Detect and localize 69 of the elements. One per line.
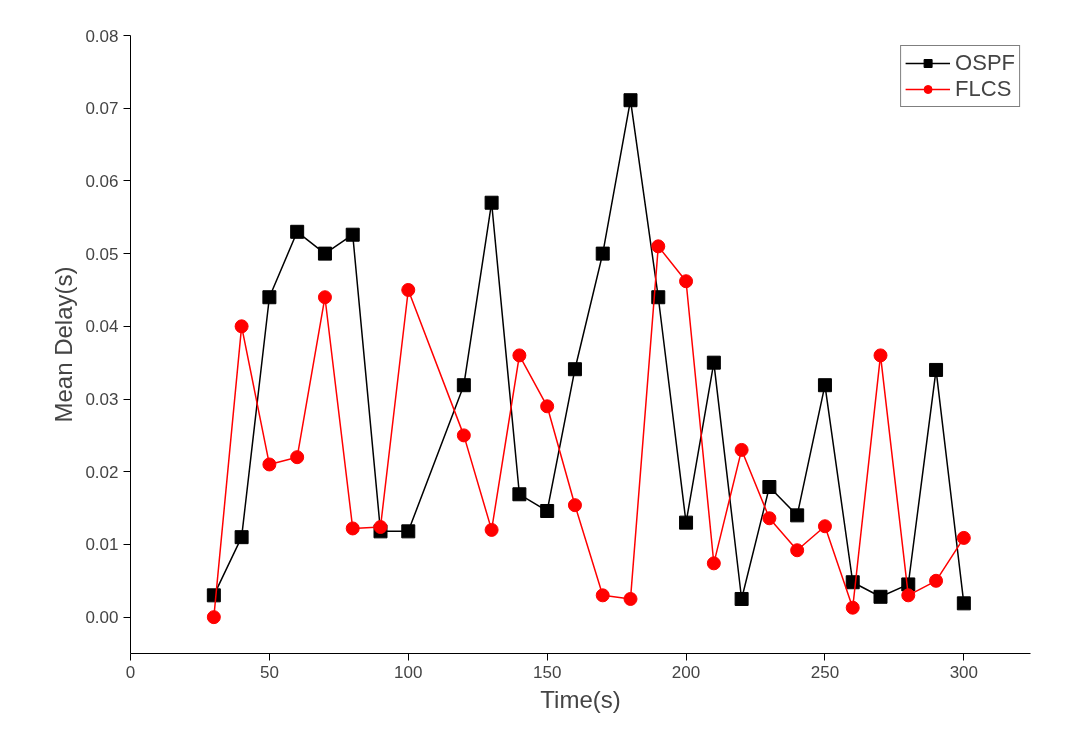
point: [456, 378, 471, 393]
point: [845, 600, 860, 615]
point: [762, 480, 777, 494]
y-tick-label: 0.03: [85, 390, 119, 410]
x-tick-label: 150: [532, 662, 562, 682]
point: [290, 224, 305, 239]
point: [317, 290, 332, 305]
point: [762, 511, 777, 526]
y-tick-label: 0.08: [85, 26, 119, 46]
point: [345, 227, 360, 242]
point: [734, 442, 749, 457]
y-tick-label: 0.00: [85, 608, 119, 628]
point: [345, 521, 360, 536]
y-tick-label: 0.07: [85, 99, 119, 119]
y-axis-title: Mean Delay(s): [50, 266, 78, 423]
point: [595, 588, 610, 603]
point: [540, 504, 555, 518]
point: [623, 93, 638, 108]
point: [206, 610, 221, 625]
point: [401, 282, 416, 297]
y-tick-label: 0.01: [85, 535, 119, 555]
point: [290, 450, 305, 465]
point: [790, 508, 805, 523]
point: [679, 515, 694, 530]
point: [567, 498, 582, 513]
point: [262, 290, 277, 305]
point: [651, 239, 666, 254]
point: [873, 589, 888, 604]
x-tick-label: 300: [949, 662, 979, 682]
point: [873, 348, 888, 363]
point: [929, 573, 944, 588]
point: [817, 519, 832, 534]
point: [262, 457, 277, 472]
point: [706, 556, 721, 571]
x-tick-label: 50: [259, 662, 279, 682]
point: [512, 487, 527, 502]
point: [540, 399, 555, 414]
point: [401, 524, 416, 539]
point: [484, 195, 499, 210]
point: [512, 348, 527, 363]
y-tick-label: 0.06: [85, 171, 119, 191]
x-tick-label: 250: [810, 662, 840, 682]
point: [790, 543, 805, 558]
y-tick-label: 0.02: [85, 462, 119, 482]
x-axis-title: Time(s): [540, 685, 621, 713]
x-tick-label: 200: [671, 662, 701, 682]
point: [484, 522, 499, 537]
point: [679, 274, 694, 289]
y-tick-label: 0.05: [85, 244, 119, 264]
point: [817, 378, 832, 393]
x-tick-label: 0: [125, 662, 136, 682]
point: [956, 596, 971, 611]
point: [456, 428, 471, 443]
x-tick-label: 100: [394, 662, 423, 682]
point: [595, 246, 610, 261]
point: [317, 246, 332, 261]
legend-label: FLCS: [955, 76, 1012, 102]
point: [734, 591, 749, 606]
point: [234, 530, 249, 545]
point: [706, 355, 721, 370]
point: [901, 588, 916, 603]
point: [956, 530, 971, 545]
point: [623, 591, 638, 606]
point: [373, 520, 388, 534]
legend-label: OSPF: [955, 50, 1015, 76]
y-tick-label: 0.04: [85, 317, 119, 337]
point: [567, 362, 582, 377]
point: [929, 362, 944, 377]
point: [234, 319, 249, 334]
